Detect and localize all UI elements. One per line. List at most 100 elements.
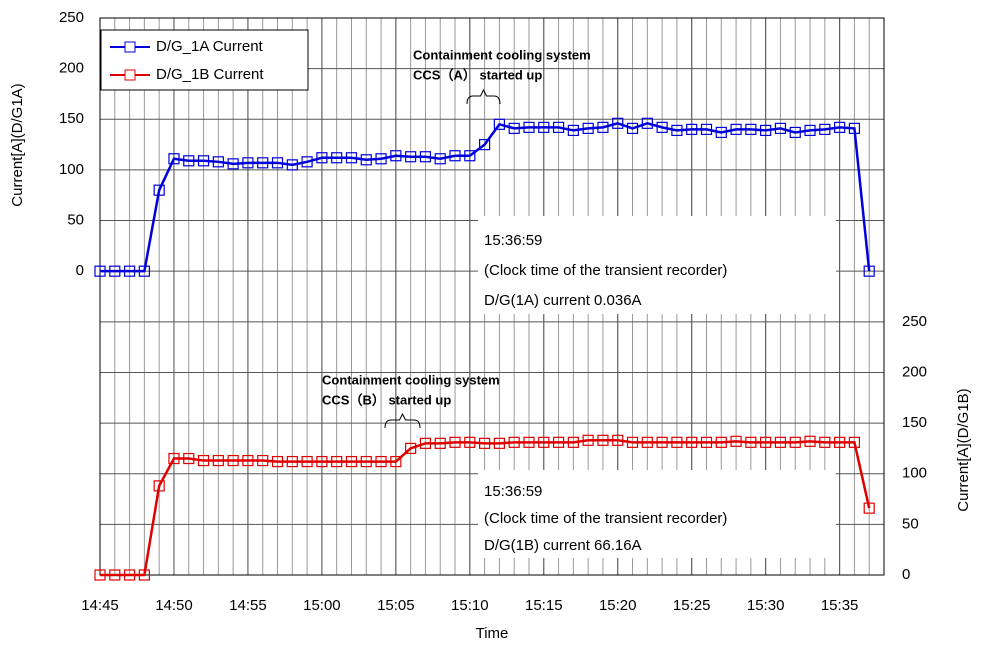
marker: [345, 455, 358, 468]
marker: [94, 569, 106, 581]
marker: [552, 436, 565, 448]
marker: [449, 150, 461, 162]
marker: [567, 124, 579, 137]
marker: [405, 151, 417, 163]
marker: [730, 435, 742, 447]
marker: [789, 126, 801, 139]
marker: [834, 121, 846, 133]
y2-tick-label: 50: [902, 515, 919, 532]
marker: [626, 122, 639, 134]
annotation-box: [478, 216, 836, 314]
x-tick-label: 14:45: [81, 597, 119, 614]
marker: [360, 154, 372, 166]
marker: [567, 436, 579, 448]
y2-axis-label: Current[A](D/G1B): [955, 388, 972, 511]
marker: [449, 436, 461, 448]
annotation: Containment cooling system: [322, 372, 500, 387]
y2-tick-label: 150: [902, 414, 927, 431]
marker: [730, 123, 742, 136]
marker: [212, 156, 224, 168]
annotation-box: [478, 470, 836, 558]
x-tick-label: 14:50: [155, 597, 193, 614]
marker: [109, 265, 121, 277]
marker: [582, 122, 594, 134]
marker: [760, 436, 772, 448]
marker: [331, 152, 343, 164]
y2-tick-label: 100: [902, 465, 927, 482]
marker: [390, 150, 402, 162]
marker: [331, 455, 343, 468]
marker: [271, 455, 284, 468]
legend-label: D/G_1B Current: [156, 66, 264, 83]
marker: [183, 155, 195, 167]
x-tick-label: 15:15: [525, 597, 563, 614]
marker: [257, 454, 269, 467]
marker: [671, 436, 683, 448]
marker: [242, 454, 254, 467]
x-tick-label: 15:35: [821, 597, 859, 614]
marker: [286, 159, 298, 171]
annotation: (Clock time of the transient recorder): [484, 510, 727, 527]
y-axis-label: Current[A](D/G1A): [9, 83, 26, 206]
x-tick-label: 15:10: [451, 597, 489, 614]
plot-frame: [99, 17, 885, 576]
marker: [700, 123, 713, 136]
marker: [375, 455, 387, 468]
y-tick-label: 250: [59, 9, 84, 26]
annotation: D/G(1A) current 0.036A: [484, 292, 642, 309]
marker: [523, 121, 535, 133]
marker: [153, 184, 165, 196]
x-tick-label: 15:25: [673, 597, 711, 614]
marker: [863, 502, 875, 514]
marker: [715, 436, 727, 448]
marker: [552, 121, 565, 133]
legend-marker: [124, 69, 136, 81]
marker: [789, 436, 801, 448]
marker: [804, 124, 816, 137]
x-tick-label: 14:55: [229, 597, 267, 614]
marker: [700, 436, 713, 448]
marker: [538, 436, 550, 448]
marker: [656, 436, 668, 448]
legend-label: D/G_1A Current: [156, 38, 264, 55]
marker: [848, 122, 861, 134]
marker: [316, 455, 328, 468]
marker: [819, 123, 831, 136]
marker: [863, 265, 875, 277]
marker: [612, 117, 624, 129]
marker: [686, 123, 698, 136]
y2-tick-label: 0: [902, 566, 910, 583]
marker: [183, 452, 195, 465]
legend-marker: [124, 41, 136, 53]
marker: [316, 152, 328, 164]
marker: [227, 158, 239, 170]
marker: [375, 153, 387, 165]
marker: [197, 155, 210, 167]
annotation: CCS（B） started up: [322, 392, 451, 407]
y-tick-label: 0: [76, 262, 84, 279]
annotation: D/G(1B) current 66.16A: [484, 537, 642, 554]
marker: [508, 436, 520, 448]
annotation: 15:36:59: [484, 232, 542, 249]
x-tick-label: 15:05: [377, 597, 415, 614]
marker: [745, 123, 757, 136]
marker: [123, 265, 136, 277]
marker: [508, 122, 520, 134]
annotation: Containment cooling system: [413, 47, 591, 62]
marker: [286, 455, 298, 468]
marker: [582, 434, 594, 446]
marker: [168, 153, 180, 165]
marker: [109, 569, 121, 581]
marker: [419, 151, 432, 163]
marker: [479, 437, 491, 449]
marker: [434, 153, 446, 165]
marker: [197, 454, 210, 467]
marker: [848, 436, 861, 448]
marker: [138, 569, 150, 581]
marker: [493, 437, 505, 449]
marker: [257, 157, 269, 169]
annotation: 15:36:59: [484, 483, 542, 500]
marker: [745, 436, 757, 448]
marker: [834, 436, 846, 448]
